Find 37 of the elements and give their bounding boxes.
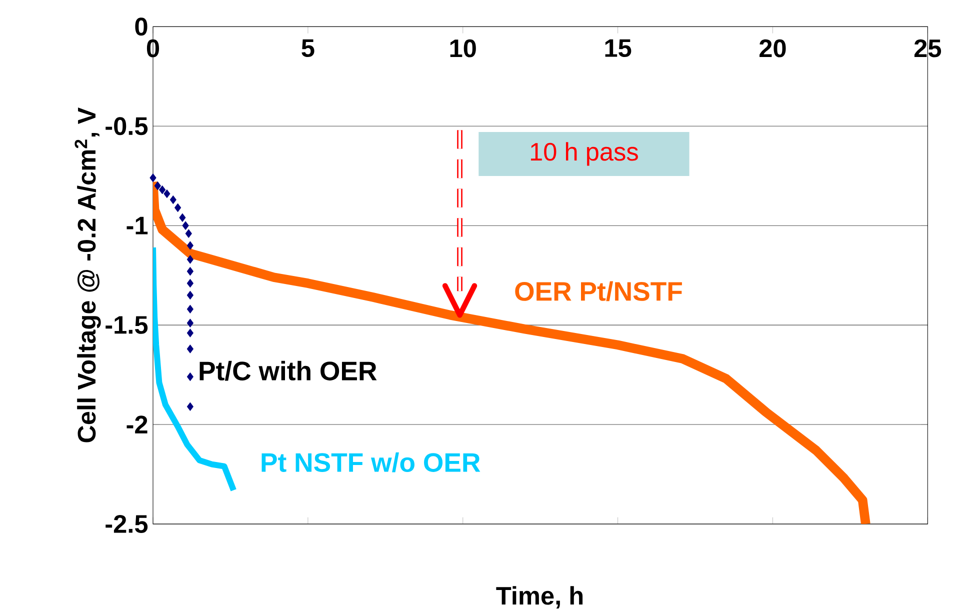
point [186, 241, 194, 250]
series-label: Pt/C with OER [200, 360, 377, 381]
y-tick-label: -1 [126, 216, 148, 234]
y-tick-label: -0.5 [106, 117, 148, 136]
x-axis-title: Time, h [496, 586, 583, 608]
point [186, 402, 194, 411]
x-tick-label: 20 [760, 39, 786, 58]
point [154, 182, 161, 190]
x-tick-label: 5 [302, 39, 314, 58]
point [186, 344, 194, 354]
point [186, 267, 194, 276]
point [150, 174, 156, 182]
point [174, 203, 182, 212]
x-tick-label: 10 [450, 39, 476, 58]
point [186, 255, 194, 264]
point [170, 195, 176, 204]
point [186, 279, 194, 288]
y-tick-label: 0 [135, 18, 148, 36]
point [186, 372, 194, 382]
point [179, 213, 186, 222]
point [186, 304, 194, 314]
x-tick-label: 15 [605, 39, 632, 58]
point [164, 189, 170, 198]
series-label: Pt NSTF w/o OER [262, 452, 480, 472]
point [186, 290, 194, 300]
x-tick-label: 0 [146, 39, 160, 58]
point [185, 229, 192, 238]
point [182, 221, 189, 230]
y-axis-title: Cell Voltage @ -0.2 A/cm$^{2}$, V [74, 108, 101, 442]
y-tick-label: -2.5 [106, 515, 148, 533]
series-label: OER Pt/NSTF [515, 281, 682, 302]
point [186, 318, 194, 328]
annotation: 10 h pass [530, 142, 638, 166]
point [159, 186, 166, 194]
point [186, 328, 194, 338]
y-tick-label: -1.5 [106, 316, 148, 334]
y-tick-label: -2 [126, 416, 148, 434]
